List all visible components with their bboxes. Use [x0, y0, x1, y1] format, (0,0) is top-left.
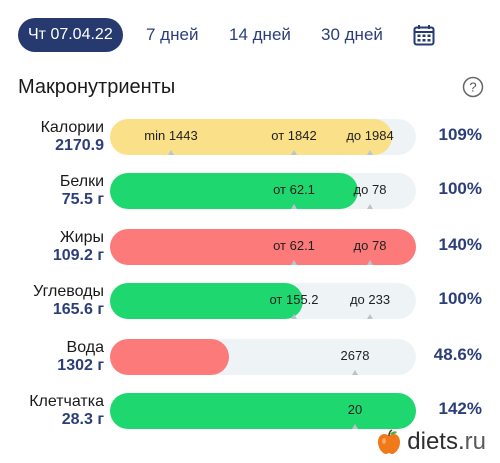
nutrient-value: 28.3 г — [61, 411, 104, 428]
target-mark: от 1842 — [271, 128, 317, 143]
tab-today[interactable]: Чт 07.04.22 — [18, 18, 123, 52]
target-mark: до 1984 — [346, 128, 394, 143]
progress-fill — [110, 283, 303, 319]
nutrient-label: Вода 1302 г — [57, 339, 104, 375]
target-tick — [367, 314, 373, 319]
target-tick — [291, 150, 297, 155]
apple-logo-icon — [378, 429, 401, 454]
nutrient-percent: 100% — [438, 179, 482, 198]
target-tick — [291, 204, 297, 209]
nutrient-name: Вода — [66, 339, 104, 356]
nutrient-row: Вода 1302 г 2678 48.6% — [0, 337, 500, 377]
progress-track: 2678 — [110, 339, 416, 375]
nutrient-row: Жиры 109.2 г от 62.1 до 78 140% — [0, 227, 500, 267]
target-mark: min 1443 — [144, 128, 198, 143]
tab-14-days[interactable]: 14 дней — [229, 25, 291, 44]
nutrient-value: 109.2 г — [52, 247, 104, 264]
nutrient-name: Клетчатка — [29, 393, 104, 410]
nutrient-value: 165.6 г — [52, 301, 104, 318]
progress-track: от 62.1 до 78 — [110, 229, 416, 265]
logo-text: diets.ru — [407, 428, 486, 455]
site-logo[interactable]: diets.ru — [375, 425, 486, 459]
target-mark: 20 — [347, 402, 363, 417]
target-tick — [352, 370, 358, 375]
nutrient-label: Клетчатка 28.3 г — [29, 393, 104, 429]
progress-fill — [110, 119, 392, 155]
target-mark: до 78 — [353, 182, 387, 197]
progress-track: от 62.1 до 78 — [110, 173, 416, 209]
target-tick — [291, 260, 297, 265]
progress-fill — [110, 229, 416, 265]
nutrient-row: Клетчатка 28.3 г 20 142% — [0, 391, 500, 431]
progress-track: от 155.2 до 233 — [110, 283, 416, 319]
help-icon[interactable]: ? — [462, 76, 484, 98]
progress-fill — [110, 393, 416, 429]
target-mark: от 62.1 — [273, 238, 315, 253]
nutrient-label: Углеводы 165.6 г — [33, 283, 104, 319]
svg-text:?: ? — [469, 80, 476, 95]
nutrient-label: Жиры 109.2 г — [53, 229, 104, 265]
nutrient-name: Углеводы — [33, 283, 104, 300]
progress-fill — [110, 173, 358, 209]
target-mark: от 155.2 — [269, 292, 319, 307]
progress-fill — [110, 339, 229, 375]
nutrient-name: Белки — [59, 173, 104, 190]
nutrient-percent: 142% — [438, 399, 482, 418]
period-tabs: Чт 07.04.22 7 дней 14 дней 30 дней — [18, 18, 482, 54]
nutrient-row: Белки 75.5 г от 62.1 до 78 100% — [0, 171, 500, 211]
nutrient-percent: 109% — [438, 125, 482, 144]
target-tick — [291, 314, 297, 319]
tab-7-days[interactable]: 7 дней — [146, 25, 199, 44]
nutrient-row: Углеводы 165.6 г от 155.2 до 233 100% — [0, 281, 500, 321]
target-mark: 2678 — [340, 348, 370, 363]
nutrient-percent: 140% — [438, 235, 482, 254]
progress-track: 20 — [110, 393, 416, 429]
target-tick — [352, 424, 358, 429]
target-tick — [367, 204, 373, 209]
nutrient-label: Белки 75.5 г — [60, 173, 104, 209]
target-tick — [367, 150, 373, 155]
target-tick — [168, 150, 174, 155]
nutrient-percent: 100% — [438, 289, 482, 308]
target-tick — [367, 260, 373, 265]
nutrient-value: 2170.9 — [55, 137, 104, 154]
progress-track: min 1443 от 1842 до 1984 — [110, 119, 416, 155]
target-mark: до 233 — [349, 292, 391, 307]
target-mark: до 78 — [353, 238, 387, 253]
calendar-icon[interactable] — [413, 24, 435, 46]
nutrient-row: Калории 2170.9 min 1443 от 1842 до 1984 109% — [0, 117, 500, 157]
nutrient-name: Жиры — [59, 229, 104, 246]
target-mark: от 62.1 — [273, 182, 315, 197]
nutrient-value: 1302 г — [57, 357, 104, 374]
nutrient-value: 75.5 г — [61, 191, 104, 208]
nutrient-label: Калории 2170.9 — [41, 119, 104, 155]
tab-30-days[interactable]: 30 дней — [321, 25, 383, 44]
section-title: Макронутриенты — [18, 76, 176, 98]
nutrient-name: Калории — [40, 119, 104, 136]
nutrient-percent: 48.6% — [433, 345, 482, 364]
